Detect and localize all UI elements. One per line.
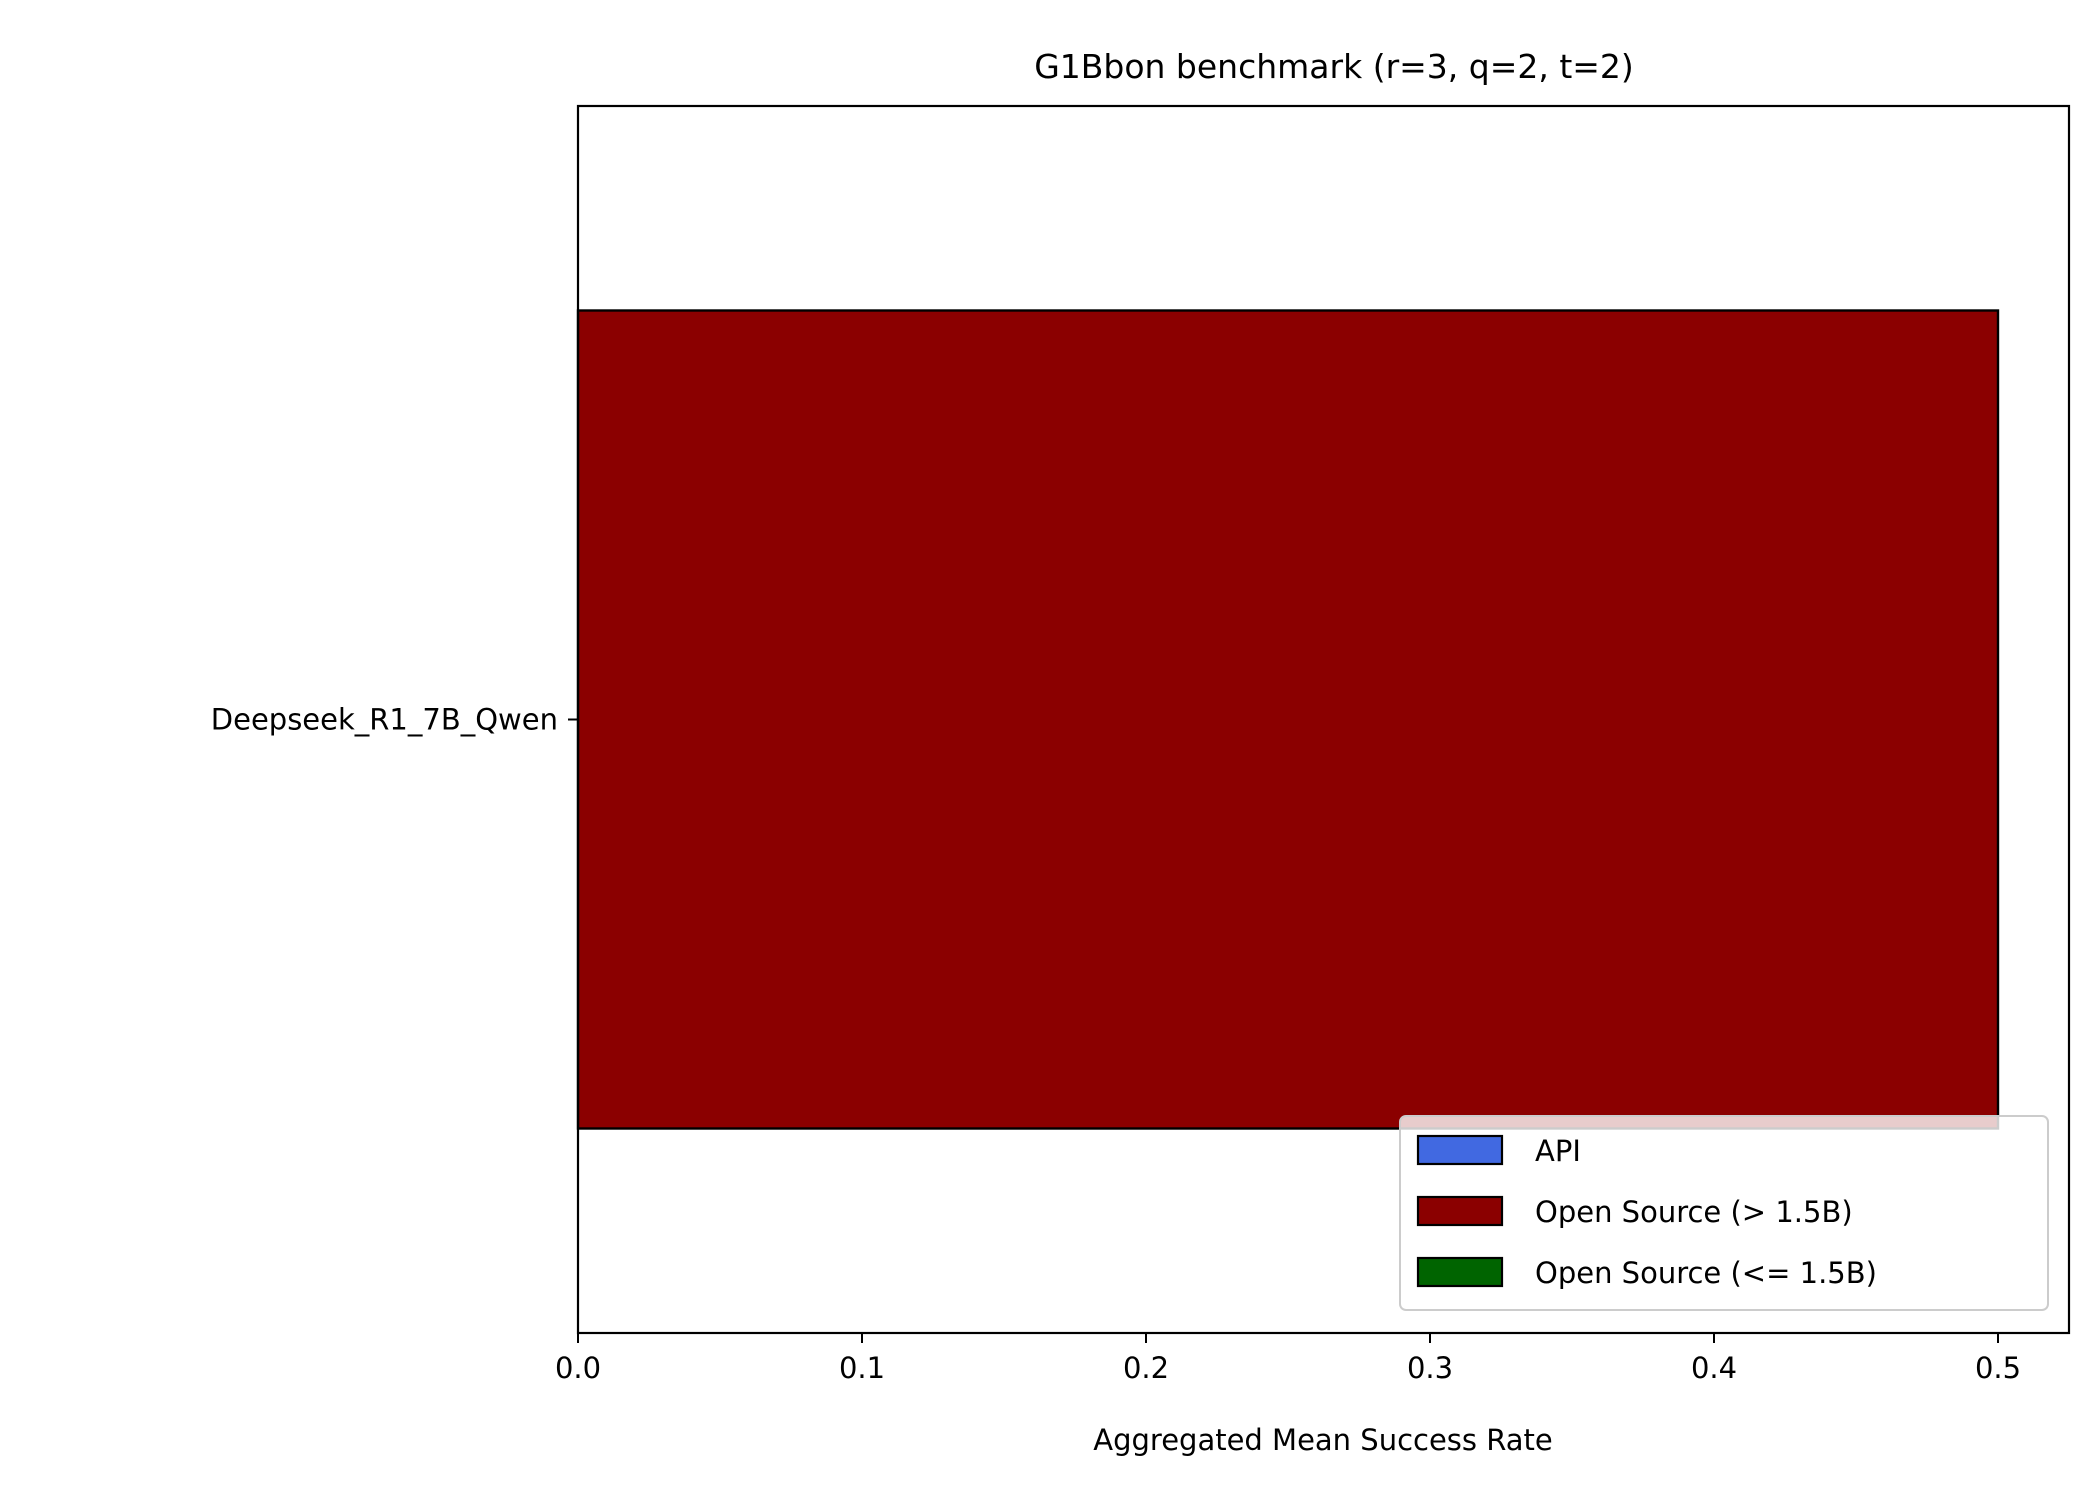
x-tick-label: 0.3 [1407,1351,1453,1385]
legend-swatch [1416,1256,1504,1288]
legend-swatch [1416,1195,1504,1227]
legend-label: Open Source (> 1.5B) [1535,1195,1853,1229]
x-ticks: 0.0 0.1 0.2 0.3 0.4 0.5 [555,1333,2021,1385]
legend-label: Open Source (<= 1.5B) [1535,1256,1877,1290]
x-tick-label: 0.1 [839,1351,885,1385]
legend-entries: API Open Source (> 1.5B) Open Source (<= 1… [1416,1134,1877,1290]
bars-layer [576,309,2000,1130]
x-tick-label: 0.2 [1123,1351,1169,1385]
legend-label: API [1535,1134,1581,1168]
y-tick-label: Deepseek_R1_7B_Qwen [211,703,558,737]
legend-swatch [1416,1134,1504,1166]
chart-title: G1Bbon benchmark (r=3, q=2, t=2) [1034,47,1634,86]
legend: API Open Source (> 1.5B) Open Source (<= 1… [1399,1115,2049,1311]
y-ticks: Deepseek_R1_7B_Qwen [211,703,578,737]
x-tick-label: 0.4 [1691,1351,1737,1385]
bar [576,309,2000,1130]
x-tick-label: 0.0 [555,1351,601,1385]
x-axis-label: Aggregated Mean Success Rate [1093,1423,1552,1457]
x-tick-label: 0.5 [1975,1351,2021,1385]
legend-frame [1399,1115,2049,1311]
